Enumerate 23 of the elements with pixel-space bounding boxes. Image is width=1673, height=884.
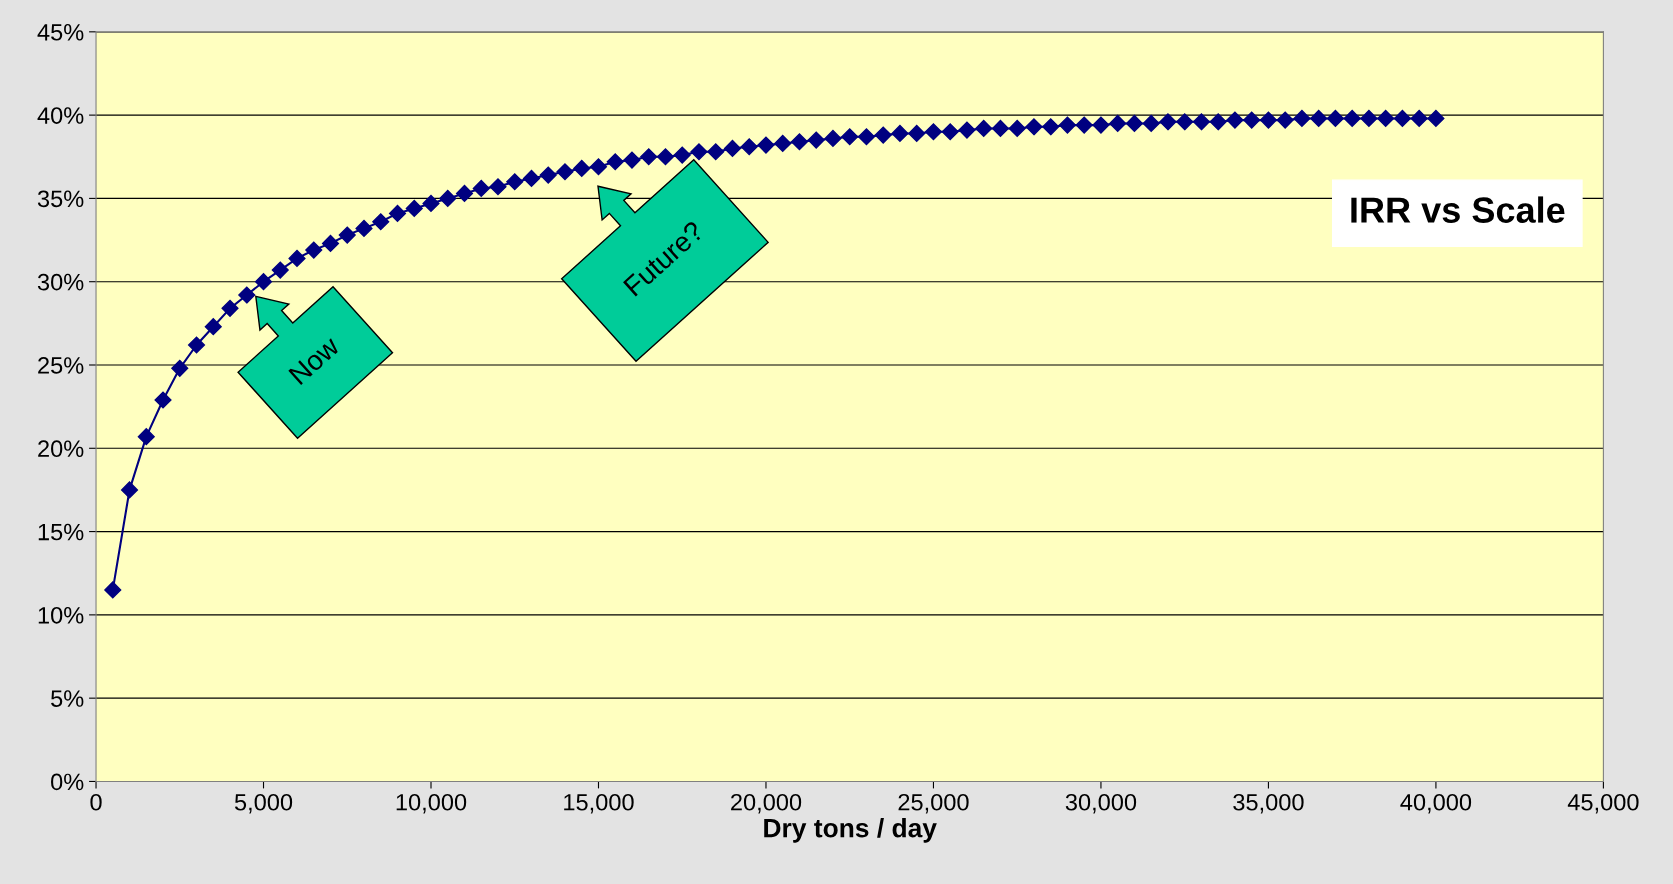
y-tick-label: 35% [37,190,84,208]
x-tick-label: 20,000 [731,793,802,814]
y-tick-label: 45% [37,24,84,41]
annotation: Now [288,335,341,386]
y-tick-label: 0% [51,773,84,791]
x-axis-title: Dry tons / day [764,818,937,843]
y-tick-label: 5% [51,690,84,707]
x-tick-label: 10,000 [396,793,467,814]
y-tick-label: 10% [38,606,84,624]
y-tick-label: 20% [38,440,84,458]
x-tick-label: 5,000 [234,793,293,814]
x-tick-label: 0 [90,793,102,811]
y-tick-label: 15% [38,523,84,541]
x-tick-label: 35,000 [1233,793,1304,814]
y-tick-label: 25% [38,357,84,374]
x-tick-label: 30,000 [1065,793,1137,814]
x-tick-label: 15,000 [564,793,634,814]
x-tick-label: 25,000 [898,793,969,814]
x-tick-label: 40,000 [1400,793,1472,814]
text: IRR vs Scale [1351,196,1565,223]
x-tick-label: 45,000 [1567,793,1639,814]
y-tick-label: 30% [37,273,84,291]
y-tick-label: 40% [37,107,84,124]
